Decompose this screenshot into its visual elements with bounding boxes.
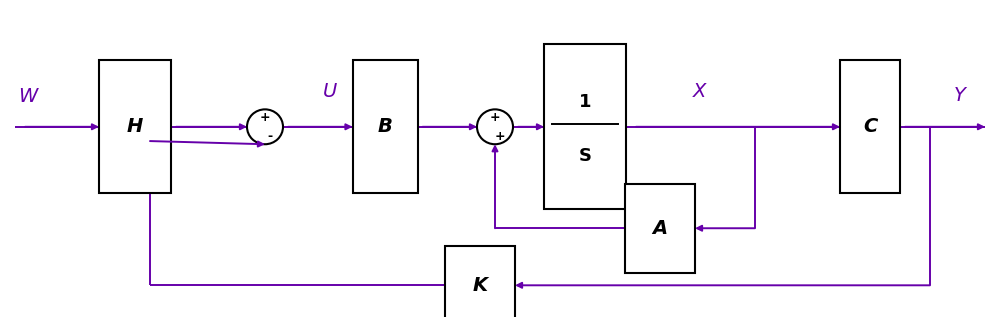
Text: H: H	[127, 117, 143, 136]
Text: Y: Y	[954, 86, 966, 105]
Text: C: C	[863, 117, 877, 136]
Text: +: +	[490, 111, 500, 124]
Text: S: S	[578, 147, 592, 165]
Text: W: W	[18, 87, 38, 106]
Text: +: +	[495, 130, 506, 143]
Text: -: -	[268, 130, 273, 143]
Text: B: B	[378, 117, 392, 136]
Bar	[99, 60, 171, 193]
Text: A: A	[652, 219, 668, 238]
Bar	[353, 60, 418, 193]
Text: U: U	[323, 82, 337, 101]
Bar	[544, 44, 626, 209]
Bar	[625, 184, 695, 273]
Text: +: +	[260, 111, 270, 124]
Text: 1: 1	[579, 93, 591, 111]
Text: X: X	[693, 82, 707, 101]
Bar	[445, 246, 515, 317]
Text: K: K	[472, 276, 488, 295]
Bar	[840, 60, 900, 193]
